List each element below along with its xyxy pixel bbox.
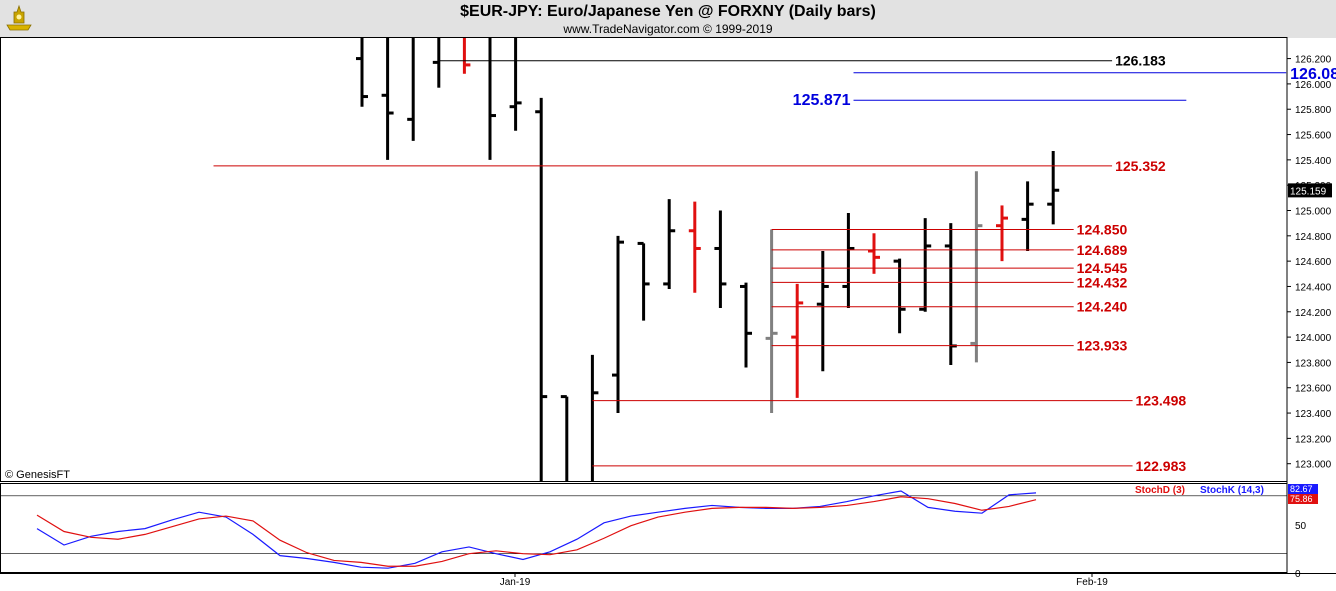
price-bar <box>816 251 829 372</box>
y-tick-label: 123.600 <box>1295 384 1332 395</box>
y-tick-label: 125.600 <box>1295 131 1332 142</box>
y-tick-label: 124.800 <box>1295 232 1332 243</box>
price-bar <box>535 97 548 481</box>
last-price-tag <box>1288 183 1332 198</box>
stochk-value: 82.67 <box>1290 484 1313 494</box>
x-tick-label: Feb-19 <box>1076 577 1108 588</box>
stochk-tag <box>1288 484 1318 494</box>
price-bar <box>765 229 778 414</box>
stoch-y-label: 50 <box>1295 521 1307 532</box>
legend-stochd: StochD (3) <box>1135 485 1185 496</box>
legend-stochk: StochK (14,3) <box>1200 485 1264 496</box>
y-tick-label: 123.200 <box>1295 434 1332 445</box>
price-bar <box>740 282 752 368</box>
level-label: 124.689 <box>1077 242 1128 258</box>
price-bar <box>868 233 880 274</box>
price-bar <box>893 258 906 334</box>
level-label: 124.240 <box>1077 299 1128 315</box>
stoch-series-line <box>36 496 1037 567</box>
price-bar <box>590 354 599 481</box>
x-tick-label: Jan-19 <box>500 577 531 588</box>
level-label: 123.498 <box>1136 393 1187 409</box>
price-bar <box>791 283 804 398</box>
price-bar <box>488 38 496 160</box>
level-label: 124.850 <box>1077 221 1128 237</box>
trade-navigator-logo-icon <box>6 4 32 31</box>
price-bar <box>714 210 727 308</box>
y-tick-label: 124.000 <box>1295 333 1332 344</box>
price-bar <box>996 205 1008 262</box>
y-tick-label: 126.200 <box>1295 55 1332 66</box>
price-bar <box>612 235 624 414</box>
price-bar <box>637 241 650 321</box>
y-tick-label: 125.800 <box>1295 105 1332 116</box>
price-bar <box>688 201 701 293</box>
y-tick-label: 126.000 <box>1295 80 1332 91</box>
level-label: 125.871 <box>793 92 851 109</box>
y-tick-label: 124.200 <box>1295 308 1332 319</box>
price-bar <box>509 38 522 131</box>
price-bar <box>663 199 676 289</box>
price-bar <box>462 38 471 74</box>
last-price-label: 125.159 <box>1290 186 1327 197</box>
y-tick-label: 125.000 <box>1295 207 1332 218</box>
level-label: 122.983 <box>1136 458 1187 474</box>
price-bar <box>1047 150 1060 225</box>
y-tick-label: 123.800 <box>1295 358 1332 369</box>
stochd-value: 75.86 <box>1290 494 1313 504</box>
chart-title: $EUR-JPY: Euro/Japanese Yen @ FORXNY (Da… <box>0 0 1336 22</box>
price-bar <box>407 38 415 141</box>
price-bar <box>1021 181 1034 252</box>
stoch-series-line <box>36 490 1037 569</box>
watermark-text: © GenesisFT <box>5 469 70 481</box>
level-label: 124.545 <box>1077 260 1128 276</box>
level-label: 123.933 <box>1077 338 1128 354</box>
level-label: 125.352 <box>1115 158 1166 174</box>
y-tick-label: 123.400 <box>1295 409 1332 420</box>
chart-subtitle: www.TradeNavigator.com © 1999-2019 <box>0 22 1336 38</box>
price-bar <box>970 171 983 363</box>
level-label: 124.432 <box>1077 274 1128 290</box>
level-label: 126.183 <box>1115 53 1166 69</box>
price-bar <box>842 213 855 308</box>
y-tick-label: 124.400 <box>1295 282 1332 293</box>
level-label: 126.088 <box>1290 66 1336 83</box>
y-tick-label: 125.400 <box>1295 156 1332 167</box>
stoch-y-label: 0 <box>1295 569 1301 580</box>
stochd-tag <box>1288 494 1318 504</box>
y-tick-label: 123.000 <box>1295 460 1332 471</box>
price-bar <box>919 218 932 312</box>
price-bar <box>356 38 368 107</box>
price-bar <box>381 38 394 160</box>
stochastic-pane <box>0 483 1288 573</box>
price-bar <box>560 395 569 481</box>
y-tick-label: 124.600 <box>1295 257 1332 268</box>
